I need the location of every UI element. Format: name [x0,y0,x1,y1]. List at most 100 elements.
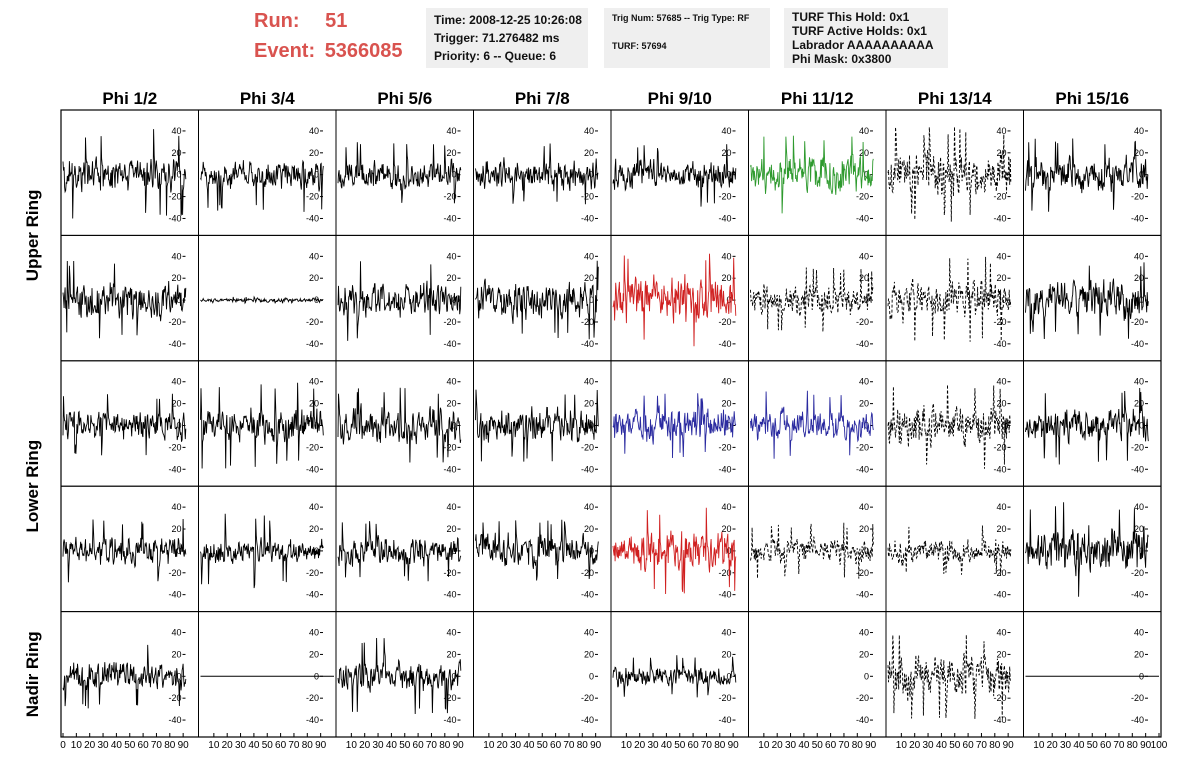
y-tick-label: -40 [993,715,1006,725]
y-tick-label: 20 [996,524,1006,534]
run-label-text: Run: [254,10,300,32]
y-tick-label: 40 [996,502,1006,512]
x-tick-label: 40 [386,740,398,751]
waveform-trace [887,634,1012,719]
waveform-trace [612,253,737,347]
y-tick-label: -20 [581,442,594,452]
time-info-box: Time: 2008-12-25 10:26:08 Trigger: 71.27… [426,8,588,68]
y-tick-label: -40 [856,339,869,349]
waveform-trace [750,522,874,579]
x-tick-label: 50 [537,740,549,751]
x-tick-label: 60 [825,740,837,751]
y-tick-label: 40 [859,126,869,136]
y-tick-label: 20 [996,273,1006,283]
x-tick-label: 30 [235,740,247,751]
x-tick-label: 70 [838,740,850,751]
y-tick-label: -20 [168,693,181,703]
y-tick-label: -40 [718,464,731,474]
column-title: Phi 11/12 [781,89,854,108]
x-tick-label: 80 [852,740,864,751]
waveform-trace [337,637,462,715]
x-tick-label: 30 [785,740,797,751]
y-tick-label: -40 [581,590,594,600]
y-tick-label: 40 [309,377,319,387]
y-tick-label: 0 [176,546,181,556]
y-tick-label: 20 [721,399,731,409]
y-tick-label: 20 [584,649,594,659]
y-tick-label: 0 [726,421,731,431]
waveform-trace [1025,138,1149,212]
column-title: Phi 3/4 [240,89,295,108]
y-tick-label: -20 [581,693,594,703]
y-tick-label: -20 [718,317,731,327]
trig-num-text: Trig Num: 57685 -- Trig Type: RF [612,13,750,23]
y-tick-label: 20 [171,399,181,409]
y-tick-label: -20 [718,442,731,452]
y-tick-label: 20 [171,273,181,283]
y-tick-label: 40 [584,377,594,387]
y-tick-label: -20 [443,317,456,327]
waveform-trace [200,295,324,305]
y-tick-label: 40 [171,377,181,387]
x-tick-label: 60 [550,740,562,751]
y-tick-label: 40 [721,251,731,261]
y-tick-label: 20 [171,649,181,659]
y-tick-label: 0 [1139,421,1144,431]
waveform-trace [1025,262,1149,340]
y-tick-label: -20 [718,192,731,202]
waveform-trace [200,159,324,212]
y-tick-label: -40 [1131,715,1144,725]
y-tick-label: 0 [589,170,594,180]
waveform-trace [62,644,187,709]
y-tick-label: 20 [584,273,594,283]
y-tick-label: -40 [993,213,1006,223]
y-tick-label: -40 [718,339,731,349]
event-label-text: Event: [254,40,316,62]
x-tick-label: 40 [661,740,673,751]
x-tick-label: 70 [151,740,163,751]
y-tick-label: 0 [726,671,731,681]
y-tick-label: 40 [859,628,869,638]
y-tick-label: 20 [859,399,869,409]
trigger-text: Trigger: 71.276482 ms [434,31,560,45]
y-tick-label: 0 [451,671,456,681]
y-tick-label: 20 [446,148,456,158]
trig-info-box: Trig Num: 57685 -- Trig Type: RF TURF: 5… [604,8,770,68]
y-tick-label: 40 [171,251,181,261]
priority-text: Priority: 6 -- Queue: 6 [434,49,557,63]
x-tick-label: 90 [728,740,740,751]
y-tick-label: 20 [584,148,594,158]
waveform-trace [887,126,1012,222]
waveform-trace [200,382,324,469]
x-tick-label: 50 [399,740,411,751]
turf-info-box: TURF This Hold: 0x1 TURF Active Holds: 0… [784,8,948,68]
turf-active-holds-text: TURF Active Holds: 0x1 [792,24,927,38]
y-tick-label: -20 [581,192,594,202]
waveform-trace [612,393,737,459]
x-tick-label: 70 [288,740,300,751]
x-tick-label: 20 [222,740,234,751]
x-tick-label: 80 [1127,740,1139,751]
y-tick-label: 40 [996,377,1006,387]
y-tick-label: -20 [168,442,181,452]
x-tick-label: 60 [275,740,287,751]
x-tick-label: 90 [1003,740,1015,751]
y-tick-label: -40 [856,590,869,600]
y-tick-label: 40 [996,126,1006,136]
y-tick-label: 40 [721,502,731,512]
y-tick-label: 20 [859,148,869,158]
y-tick-label: -40 [581,339,594,349]
y-tick-label: 40 [309,126,319,136]
x-tick-label: 50 [949,740,961,751]
x-tick-label: 60 [413,740,425,751]
waveform-trace [337,261,462,341]
waveform-trace [62,518,187,583]
waveform-trace [337,387,462,463]
y-tick-label: -40 [856,715,869,725]
x-tick-label: 20 [84,740,96,751]
y-tick-label: 0 [1001,421,1006,431]
turf-text: TURF: 57694 [612,41,667,51]
x-tick-label: 40 [111,740,123,751]
y-tick-label: -20 [1131,192,1144,202]
x-tick-label: 70 [563,740,575,751]
